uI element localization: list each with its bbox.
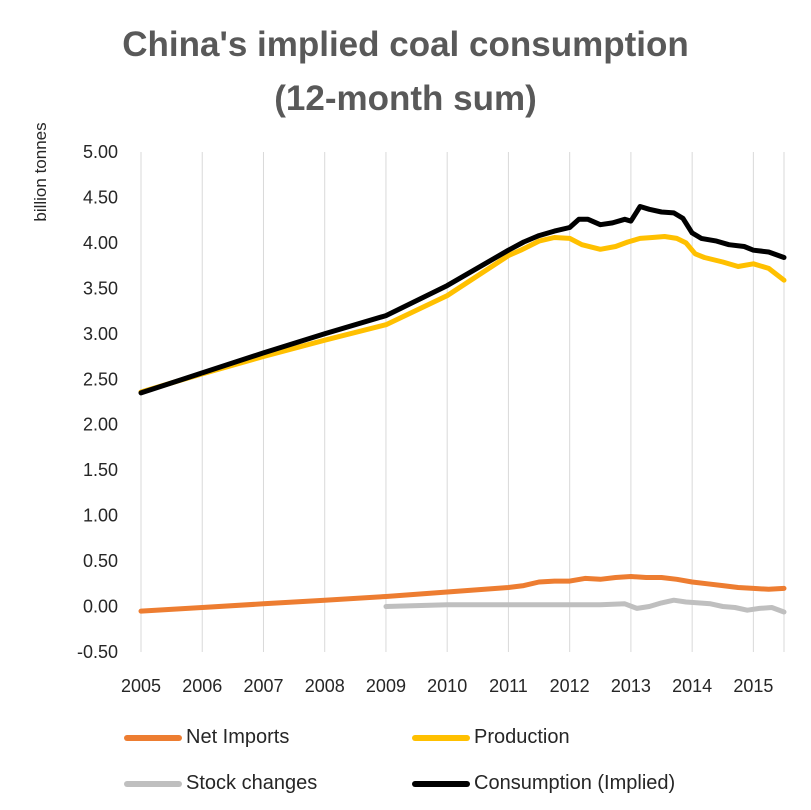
x-tick-label: 2010 xyxy=(427,676,467,696)
x-tick-label: 2012 xyxy=(550,676,590,696)
series-line-consumption xyxy=(138,204,787,396)
x-tick-label: 2011 xyxy=(489,676,528,696)
legend-label-consumption: Consumption (Implied) xyxy=(474,772,676,794)
x-tick-label: 2006 xyxy=(182,676,222,696)
y-tick-label: -0.50 xyxy=(77,642,118,662)
legend-item-production: Production xyxy=(412,726,570,749)
y-tick-label: 3.50 xyxy=(83,278,118,298)
y-tick-label: 0.50 xyxy=(83,551,118,571)
series-lines xyxy=(138,204,787,615)
legend-swatch-production xyxy=(412,734,470,741)
y-tick-label: 3.00 xyxy=(83,324,118,344)
line-chart: -0.50 0.00 0.50 1.00 1.50 2.00 2.50 3.00 3.50 4.0… xyxy=(31,122,787,696)
series-line-production xyxy=(138,234,787,395)
series-line-stock-changes xyxy=(383,597,787,615)
x-axis-ticks: 2005 2006 2007 2008 2009 2010 2011 2012 2013 2014… xyxy=(121,676,773,696)
grid-lines xyxy=(140,152,785,652)
x-tick-label: 2014 xyxy=(672,676,712,696)
y-tick-label: 1.00 xyxy=(83,506,118,526)
legend-swatch-stock-changes xyxy=(124,780,182,787)
y-tick-label: 4.50 xyxy=(83,187,118,207)
y-tick-label: 2.50 xyxy=(83,369,118,389)
y-axis-ticks: -0.50 0.00 0.50 1.00 1.50 2.00 2.50 3.00 3.50 4.0… xyxy=(77,142,118,662)
x-tick-label: 2013 xyxy=(611,676,651,696)
chart-title-line-1: China's implied coal consumption xyxy=(122,25,689,64)
x-tick-label: 2005 xyxy=(121,676,161,696)
y-tick-label: 0.00 xyxy=(83,597,118,617)
legend-swatch-consumption xyxy=(412,780,470,787)
legend-item-stock-changes: Stock changes xyxy=(124,772,317,795)
y-axis-label: billion tonnes xyxy=(31,122,50,221)
legend-item-net-imports: Net Imports xyxy=(124,726,289,749)
chart-title-line-2: (12-month sum) xyxy=(274,79,537,118)
y-tick-label: 4.00 xyxy=(83,233,118,253)
legend-label-production: Production xyxy=(474,726,570,748)
y-tick-label: 5.00 xyxy=(83,142,118,162)
legend-item-consumption: Consumption (Implied) xyxy=(412,772,675,795)
x-tick-label: 2015 xyxy=(733,676,773,696)
y-tick-label: 2.00 xyxy=(83,415,118,435)
legend-label-stock-changes: Stock changes xyxy=(186,772,318,794)
legend-label-net-imports: Net Imports xyxy=(186,726,290,748)
x-tick-label: 2007 xyxy=(243,676,283,696)
y-tick-label: 1.50 xyxy=(83,460,118,480)
x-tick-label: 2008 xyxy=(305,676,345,696)
x-tick-label: 2009 xyxy=(366,676,406,696)
legend-swatch-net-imports xyxy=(124,734,182,741)
series-line-net-imports xyxy=(138,574,787,614)
